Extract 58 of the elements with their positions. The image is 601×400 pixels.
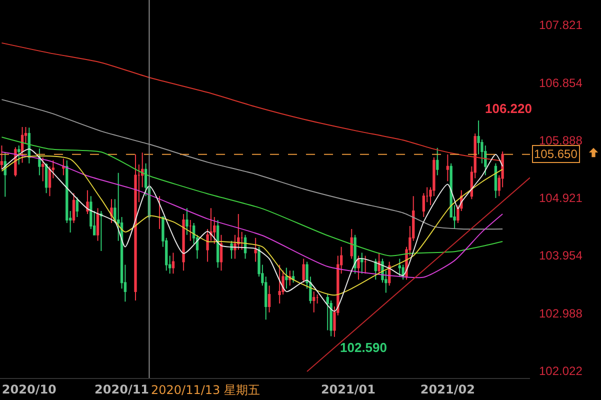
candlestick bbox=[134, 154, 137, 301]
candlestick bbox=[378, 252, 380, 274]
line-series bbox=[1, 136, 504, 256]
candlestick bbox=[220, 234, 223, 272]
candlestick bbox=[494, 162, 498, 198]
ref-line-label: 105.650 bbox=[534, 147, 578, 161]
candlestick bbox=[312, 291, 316, 313]
candlestick bbox=[96, 208, 100, 242]
candlestick bbox=[292, 270, 295, 284]
candlestick bbox=[28, 127, 30, 164]
candlestick bbox=[254, 237, 257, 262]
candlestick bbox=[72, 192, 76, 224]
candlestick bbox=[4, 152, 6, 198]
y-tick-label: 106.854 bbox=[539, 76, 583, 90]
y-tick-label: 105.888 bbox=[539, 133, 583, 148]
candlestick bbox=[354, 234, 356, 274]
x-tick-label: 2020/11 bbox=[94, 382, 150, 396]
ref-line-label: 2020/11/13 星期五 bbox=[151, 383, 260, 397]
candlestick bbox=[436, 147, 439, 176]
y-tick-label: 103.954 bbox=[539, 248, 583, 263]
candlestick bbox=[350, 228, 353, 260]
x-tick-label: 2020/10 bbox=[2, 382, 56, 396]
candlestick bbox=[100, 210, 103, 252]
annotation: 106.220 bbox=[485, 101, 532, 116]
candlestick bbox=[216, 220, 220, 268]
candlestick bbox=[398, 258, 401, 278]
annotation: 102.590 bbox=[340, 340, 387, 355]
candlestick bbox=[110, 198, 113, 224]
candlestick bbox=[62, 158, 65, 176]
candlestick bbox=[38, 148, 41, 176]
candlestick bbox=[18, 144, 20, 166]
candlestick bbox=[44, 162, 48, 194]
candlestick bbox=[357, 255, 360, 280]
candlestick bbox=[0, 144, 4, 170]
candlestick bbox=[189, 220, 192, 242]
y-tick-label: 104.921 bbox=[539, 191, 583, 206]
candlestick bbox=[302, 258, 305, 284]
candlestick bbox=[186, 208, 188, 236]
y-tick-label: 107.821 bbox=[539, 18, 583, 32]
candlestick bbox=[230, 240, 233, 260]
candlestick bbox=[20, 126, 24, 164]
candlestick bbox=[172, 252, 175, 274]
y-tick-label: 102.988 bbox=[539, 306, 583, 320]
candlestick bbox=[360, 252, 364, 274]
candlestick bbox=[446, 154, 450, 182]
candlestick bbox=[244, 234, 247, 260]
y-tick-label: 102.022 bbox=[539, 364, 583, 378]
candlestick bbox=[268, 285, 271, 313]
candlestick bbox=[374, 258, 377, 280]
x-tick-label: 2021/02 bbox=[420, 382, 475, 396]
candlestick bbox=[42, 156, 44, 182]
candlestick bbox=[278, 264, 281, 304]
candlestick bbox=[86, 190, 89, 215]
candlestick bbox=[182, 214, 185, 272]
candlestick bbox=[76, 196, 79, 218]
candlestick bbox=[285, 267, 288, 290]
x-tick-label: 2021/01 bbox=[320, 382, 376, 396]
candlestick bbox=[364, 255, 367, 274]
